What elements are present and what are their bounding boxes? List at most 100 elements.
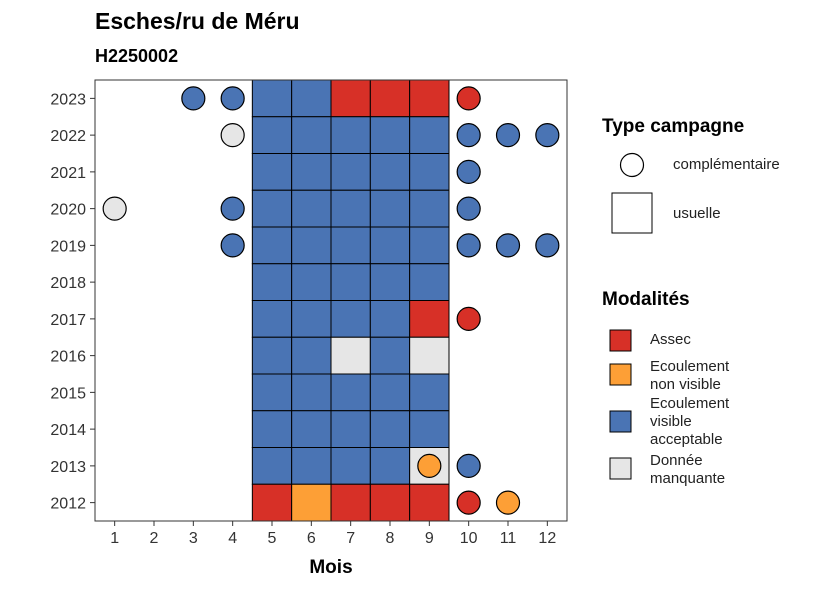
legend-type-label-usuelle: usuelle [673, 205, 721, 222]
point-complementaire-2023-4 [220, 86, 245, 111]
tile-usuelle-2017-8 [369, 300, 411, 338]
point-complementaire-2020-4 [220, 196, 245, 221]
tile-usuelle-2019-5 [251, 226, 293, 265]
tile-usuelle-2021-5 [251, 153, 293, 191]
legend-key-modalite-3 [609, 457, 632, 480]
point-complementaire-2022-11 [495, 123, 521, 148]
legend-key-modalite-2 [609, 410, 632, 433]
y-tick-label: 2022 [50, 128, 86, 145]
x-tick-label: 5 [268, 530, 277, 547]
legend-mod-label-non-visible: Ecoulement non visible [650, 358, 729, 394]
legend-type-title: Type campagne [602, 116, 745, 137]
point-complementaire-2013-9 [417, 453, 442, 478]
point-complementaire-2017-10 [456, 306, 481, 331]
tile-usuelle-2018-5 [251, 263, 293, 301]
tile-usuelle-2020-7 [330, 189, 371, 228]
tile-usuelle-2015-6 [291, 373, 332, 412]
x-tick-label: 3 [189, 530, 198, 547]
tile-usuelle-2012-8 [369, 483, 411, 522]
tile-usuelle-2017-5 [251, 300, 293, 338]
tile-usuelle-2023-6 [291, 79, 332, 118]
x-axis-label: Mois [309, 557, 352, 578]
tile-usuelle-2020-9 [409, 189, 450, 228]
y-tick-label: 2021 [50, 165, 86, 182]
tile-usuelle-2016-5 [251, 336, 293, 375]
y-tick-label: 2012 [50, 496, 86, 513]
legend-mod-line: Ecoulement [650, 358, 730, 375]
y-tick-label: 2017 [50, 312, 86, 329]
tile-usuelle-2016-7 [330, 336, 371, 375]
tile-usuelle-2012-6 [291, 483, 332, 522]
tile-usuelle-2018-8 [369, 263, 411, 301]
x-tick-label: 8 [386, 530, 395, 547]
tile-usuelle-2012-5 [251, 483, 293, 522]
tile-usuelle-2016-8 [369, 336, 411, 375]
legend-mod-line: visible [650, 413, 692, 430]
point-complementaire-2012-10 [456, 490, 481, 515]
tile-usuelle-2023-5 [251, 79, 293, 118]
tile-usuelle-2017-9 [409, 300, 450, 338]
tile-usuelle-2021-8 [369, 153, 411, 191]
point-complementaire-2023-3 [181, 86, 206, 111]
tile-usuelle-2014-8 [369, 410, 411, 448]
tile-usuelle-2017-7 [330, 300, 371, 338]
legend-type-label-complementaire: complémentaire [673, 156, 780, 173]
tile-usuelle-2018-9 [409, 263, 450, 301]
tile-usuelle-2022-6 [291, 116, 332, 154]
tile-usuelle-2015-7 [330, 373, 371, 412]
tile-usuelle-2018-6 [291, 263, 332, 301]
legend-mod-line: Donnée [650, 452, 703, 469]
point-complementaire-2020-1 [102, 196, 127, 221]
point-complementaire-2019-12 [535, 233, 560, 258]
point-complementaire-2020-10 [456, 196, 481, 221]
y-tick-label: 2015 [50, 385, 86, 402]
x-tick-label: 1 [110, 530, 119, 547]
y-tick-label: 2014 [50, 422, 86, 439]
tile-usuelle-2023-8 [369, 79, 411, 118]
x-tick-label: 7 [346, 530, 355, 547]
point-complementaire-2023-10 [456, 86, 481, 111]
chart-subtitle: H2250002 [95, 46, 179, 66]
x-tick-label: 9 [425, 530, 434, 547]
point-complementaire-2013-10 [456, 453, 481, 478]
tile-usuelle-2022-5 [251, 116, 293, 154]
x-tick-label: 10 [460, 530, 478, 547]
legend-mod-line: Assec [650, 331, 691, 348]
x-tick-label: 4 [228, 530, 237, 547]
tile-usuelle-2014-6 [291, 410, 332, 448]
tile-usuelle-2013-7 [330, 447, 371, 485]
tile-usuelle-2019-8 [369, 226, 411, 265]
tile-usuelle-2022-7 [330, 116, 371, 154]
legend-mod-line: acceptable [650, 431, 723, 448]
tile-usuelle-2016-9 [409, 336, 450, 375]
tile-usuelle-2018-7 [330, 263, 371, 301]
legend-key-complementaire [619, 152, 645, 178]
point-complementaire-2021-10 [456, 159, 481, 184]
legend-modalites-title: Modalités [602, 289, 690, 310]
point-complementaire-2022-10 [456, 123, 481, 148]
tile-usuelle-2021-9 [409, 153, 450, 191]
tile-usuelle-2019-9 [409, 226, 450, 265]
y-tick-label: 2013 [50, 459, 86, 476]
legend-key-modalite-0 [609, 329, 632, 352]
legend-key-modalite-1 [609, 363, 632, 386]
point-complementaire-2012-11 [495, 490, 521, 515]
plot-border [94, 79, 568, 522]
legend-key-usuelle [611, 192, 653, 234]
chart-title: Esches/ru de Méru [95, 8, 300, 34]
tile-usuelle-2015-8 [369, 373, 411, 412]
tile-usuelle-2017-6 [291, 300, 332, 338]
y-tick-label: 2019 [50, 238, 86, 255]
x-tick-label: 12 [538, 530, 556, 547]
tile-usuelle-2020-8 [369, 189, 411, 228]
point-complementaire-2022-4 [220, 123, 245, 148]
tile-usuelle-2012-9 [409, 483, 450, 522]
x-tick-label: 11 [500, 530, 517, 547]
y-tick-label: 2016 [50, 349, 86, 366]
tile-usuelle-2012-7 [330, 483, 371, 522]
tile-usuelle-2013-6 [291, 447, 332, 485]
tile-usuelle-2022-9 [409, 116, 450, 154]
y-tick-label: 2023 [50, 91, 86, 108]
tile-usuelle-2014-5 [251, 410, 293, 448]
